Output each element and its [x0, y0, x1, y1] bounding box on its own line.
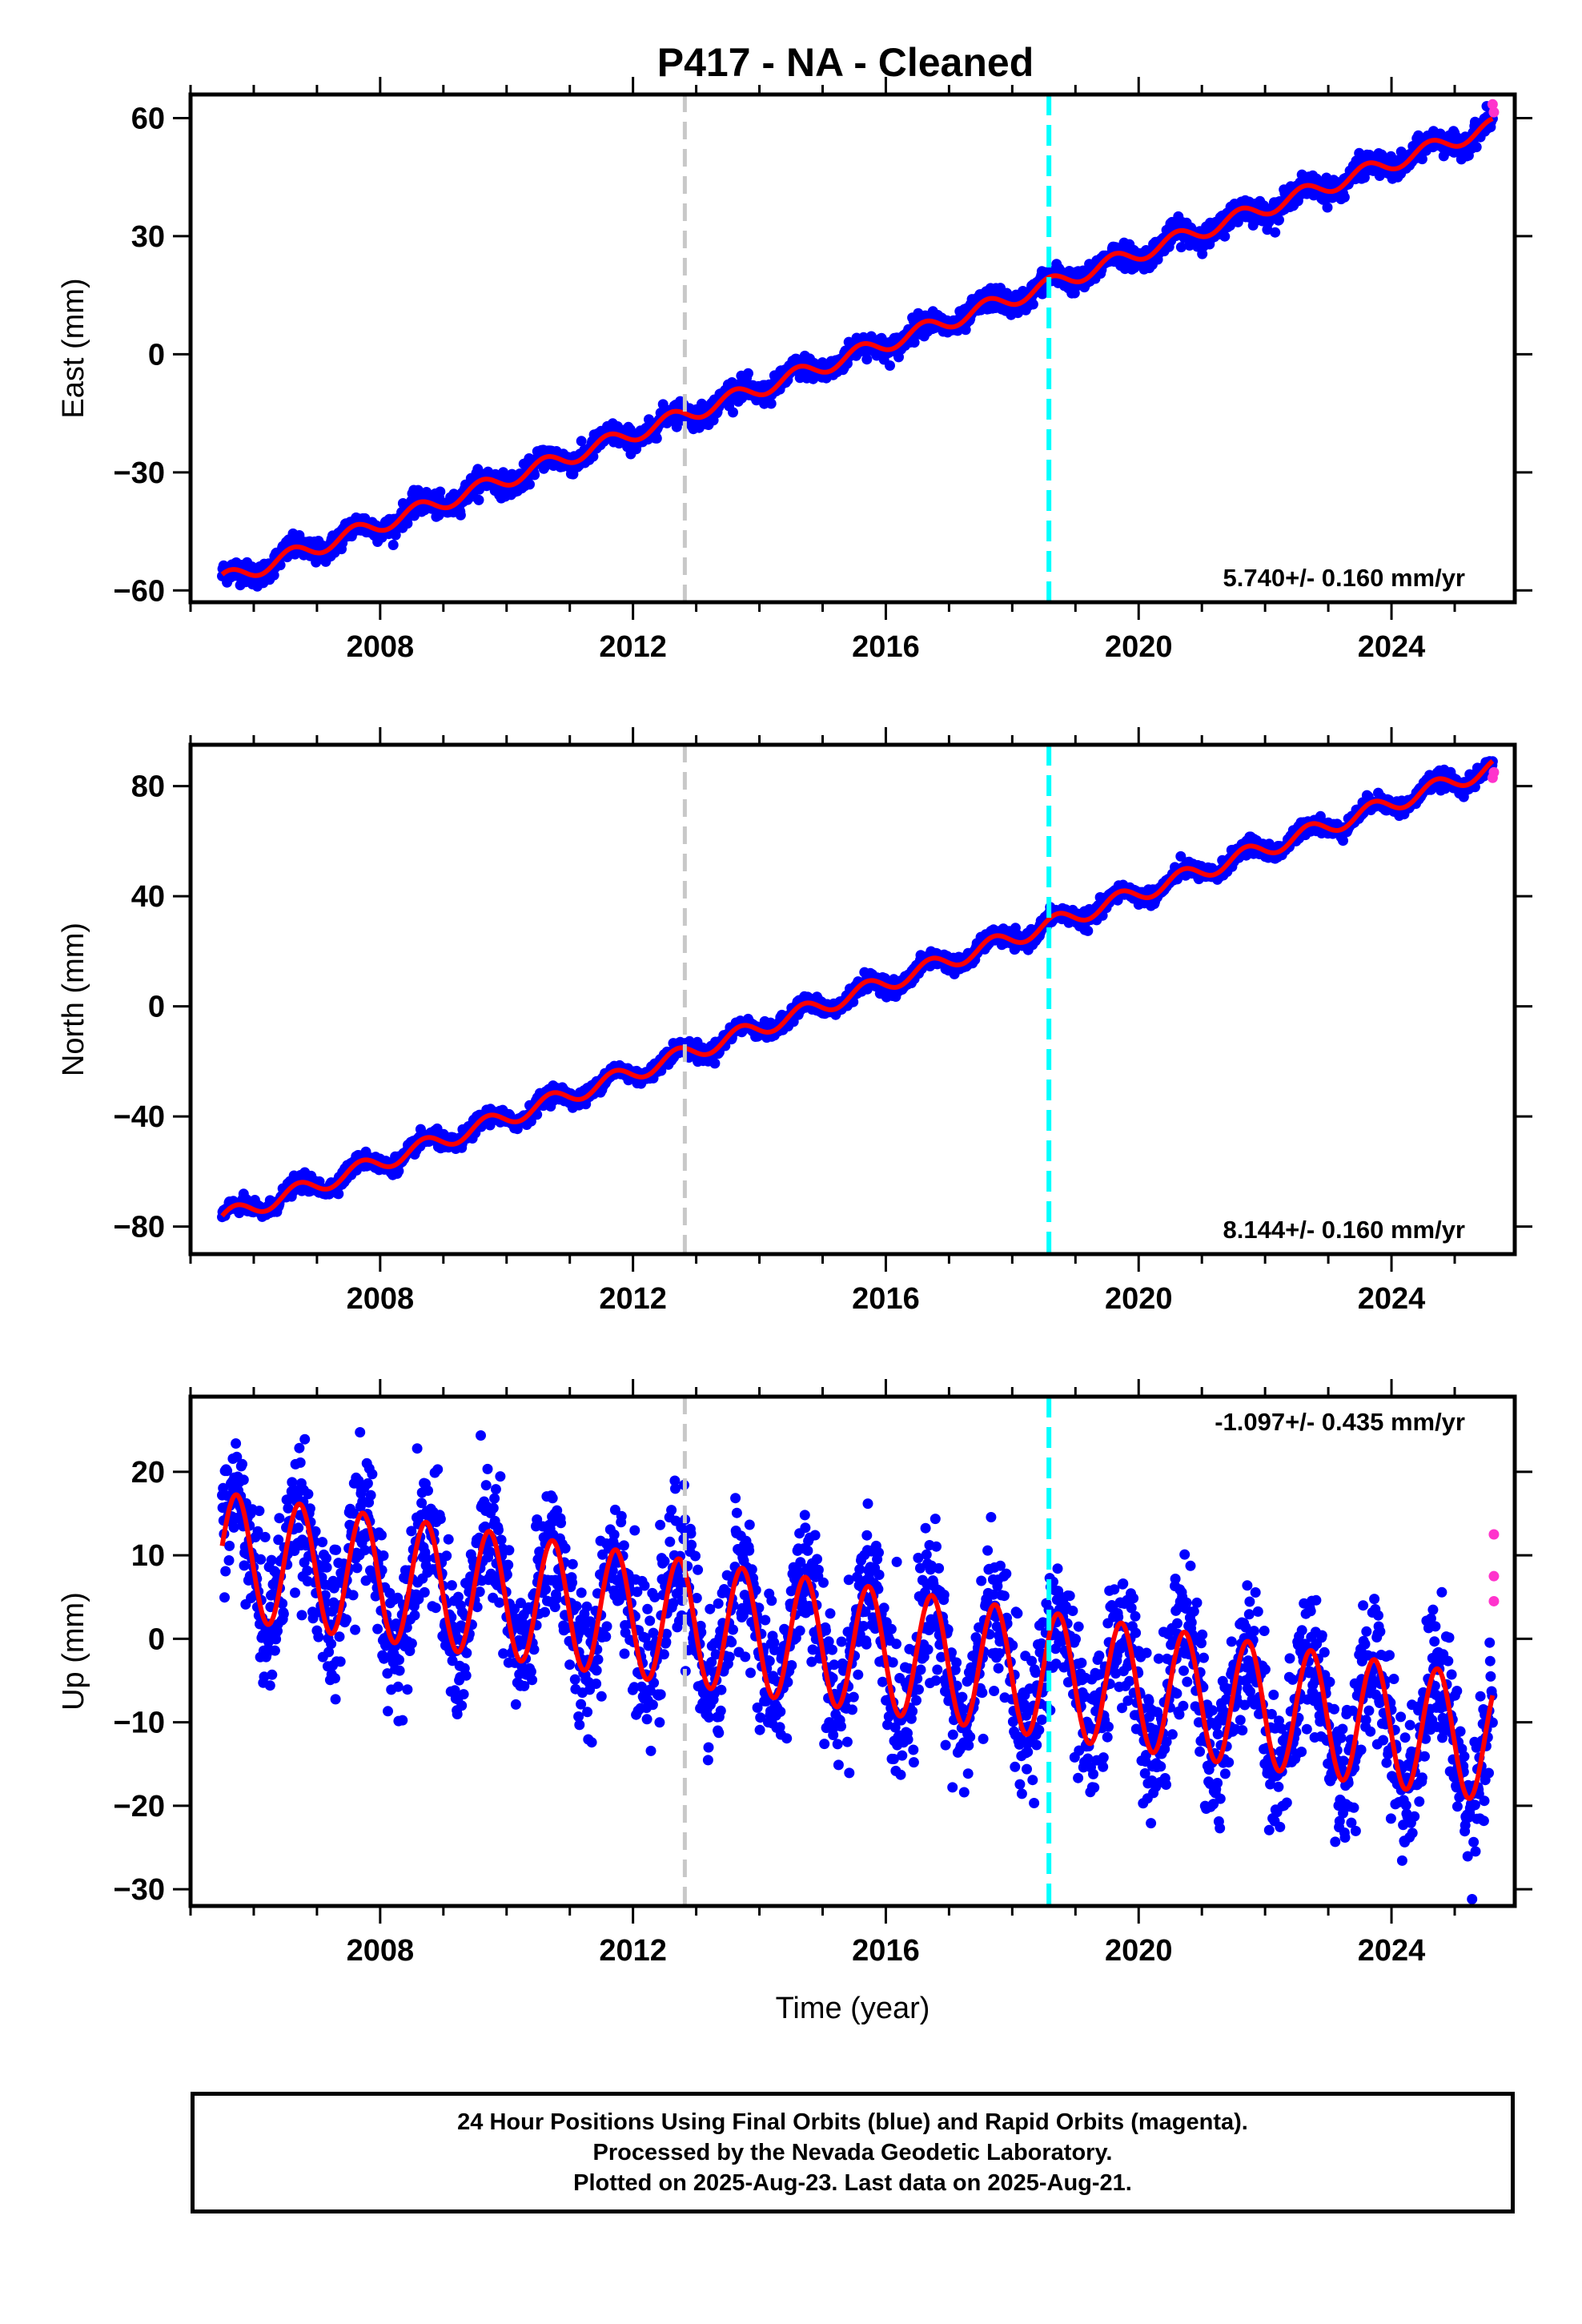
data-point [709, 1058, 721, 1069]
data-point [1197, 248, 1208, 259]
data-point [532, 1109, 543, 1120]
data-point [524, 479, 535, 490]
data-point [1225, 220, 1235, 231]
x-tick-label: 2016 [852, 630, 920, 664]
data-point [697, 398, 707, 409]
data-point [1471, 142, 1482, 153]
y-tick-label: 0 [148, 338, 165, 372]
data-point [333, 1188, 344, 1200]
data-point [1175, 242, 1186, 253]
rapid-orbit-point [1488, 107, 1500, 118]
rapid-orbit-point [1487, 99, 1498, 110]
data-point [1274, 215, 1284, 226]
data-point [455, 509, 466, 521]
chart-title: P417 - NA - Cleaned [657, 40, 1034, 85]
east-plot-frame [188, 92, 1517, 605]
data-point [743, 368, 753, 379]
data-point [765, 398, 777, 409]
y-tick-label: 60 [131, 102, 165, 135]
data-point [268, 569, 279, 581]
data-point [861, 354, 873, 365]
panel-east: 2008 2012 2016 2020 2024 −60 −30 0 30 60 East (mm)… [57, 77, 1532, 664]
data-point [651, 432, 662, 444]
data-point [885, 360, 895, 371]
east-y-axis-label: East (mm) [57, 278, 90, 418]
data-point [1232, 216, 1243, 227]
x-tick-label: 2024 [1358, 630, 1426, 664]
data-point [387, 540, 399, 550]
x-tick-label: 2008 [347, 630, 415, 664]
data-point [435, 486, 446, 497]
data-point [1322, 202, 1333, 213]
x-tick-label: 2012 [599, 630, 667, 664]
data-point [1082, 925, 1094, 936]
data-point [1219, 231, 1231, 242]
data-point [529, 469, 540, 480]
data-point [1339, 191, 1350, 203]
data-point [576, 436, 587, 447]
data-point [909, 337, 920, 348]
y-tick-label: −60 [114, 574, 165, 608]
y-tick-label: 30 [131, 220, 165, 254]
east-model-curve [220, 116, 1494, 578]
data-point [893, 352, 904, 363]
data-point [728, 407, 738, 418]
east-rate-label: 5.740+/- 0.160 mm/yr [1223, 564, 1465, 592]
data-point [1416, 154, 1427, 165]
data-point [1027, 299, 1038, 310]
x-tick-label: 2020 [1105, 630, 1173, 664]
data-point [473, 494, 484, 505]
y-tick-label: −30 [114, 456, 165, 490]
data-point [1270, 227, 1281, 238]
